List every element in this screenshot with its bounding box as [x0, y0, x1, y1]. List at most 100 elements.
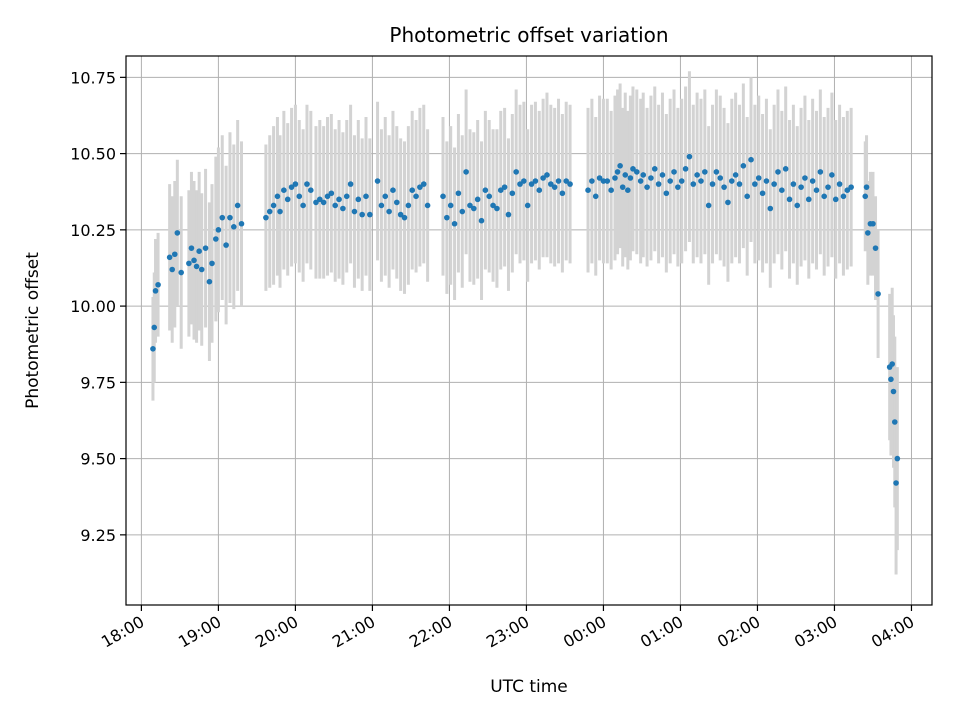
data-point [209, 260, 215, 267]
data-point [832, 196, 839, 203]
data-point [238, 220, 245, 227]
data-point [612, 175, 618, 181]
data-point [234, 202, 241, 209]
data-point [513, 169, 519, 175]
data-point [390, 187, 396, 193]
data-point [840, 193, 847, 200]
data-point [152, 288, 159, 294]
data-point [367, 211, 373, 218]
data-point [497, 187, 504, 193]
data-point [682, 166, 689, 172]
data-point [266, 208, 273, 215]
data-point [659, 172, 666, 178]
data-point [351, 208, 358, 215]
data-point [671, 169, 677, 175]
data-point [627, 175, 634, 181]
data-point [343, 193, 350, 200]
plot-frame [125, 55, 933, 606]
data-point [752, 181, 758, 187]
data-point [424, 202, 431, 209]
data-point [467, 202, 473, 209]
data-point [359, 211, 365, 218]
data-point [474, 196, 481, 203]
data-point [202, 245, 209, 251]
data-point [709, 181, 716, 187]
data-point [893, 480, 899, 486]
data-point [759, 190, 766, 197]
data-point [690, 181, 697, 187]
data-point [191, 257, 197, 264]
data-point [725, 199, 731, 206]
data-point [532, 178, 539, 184]
data-point [313, 199, 319, 206]
data-point [340, 205, 346, 212]
data-point [292, 181, 299, 187]
data-point [478, 217, 485, 224]
data-point [888, 376, 894, 383]
data-point [836, 181, 843, 187]
data-point [644, 184, 650, 190]
data-point [748, 156, 754, 163]
x-tick-label: 02:00 [714, 612, 763, 652]
data-point [848, 184, 854, 190]
x-tick-label: 21:00 [329, 612, 378, 652]
data-point [802, 175, 808, 181]
data-point [494, 205, 500, 212]
y-tick-label: 10.50 [70, 145, 116, 164]
data-point [347, 181, 354, 187]
data-point [471, 205, 477, 212]
data-point [355, 196, 362, 203]
data-point [622, 172, 629, 178]
data-point [763, 178, 770, 184]
data-point [870, 220, 876, 227]
data-point [736, 181, 743, 187]
data-point [890, 388, 897, 395]
data-point [608, 187, 614, 193]
data-point [459, 208, 466, 215]
data-point [150, 346, 156, 352]
x-tick-label: 22:00 [406, 612, 455, 652]
data-point [585, 187, 591, 193]
data-point [694, 172, 700, 178]
data-point [174, 230, 181, 236]
data-point [281, 187, 287, 193]
data-point [619, 184, 626, 190]
x-tick-label: 00:00 [560, 612, 609, 652]
data-point [775, 169, 781, 175]
y-tick-label: 9.25 [80, 526, 116, 545]
data-point [809, 178, 816, 184]
data-point [617, 163, 623, 169]
data-point [559, 190, 566, 197]
data-point [378, 202, 385, 209]
data-point [394, 199, 400, 206]
data-point [213, 236, 219, 242]
data-point [600, 178, 607, 184]
data-point [169, 266, 176, 273]
data-point [490, 202, 496, 209]
data-point [786, 196, 793, 203]
data-point [521, 178, 527, 184]
data-point [270, 202, 277, 209]
data-point [844, 187, 851, 193]
data-point [782, 166, 789, 172]
data-point [198, 266, 205, 273]
data-point [634, 169, 640, 175]
data-point [862, 193, 869, 200]
data-point [889, 361, 896, 367]
data-point [563, 178, 570, 184]
data-point [263, 214, 269, 221]
data-point [667, 178, 673, 184]
data-point [655, 181, 662, 187]
data-point [567, 181, 573, 187]
data-point [328, 190, 335, 197]
data-point [891, 419, 898, 425]
data-point [821, 193, 827, 200]
x-tick-label: 19:00 [175, 612, 224, 652]
data-point [413, 193, 419, 200]
data-point [648, 175, 654, 181]
x-tick-label: 20:00 [252, 612, 301, 652]
data-point [386, 208, 392, 215]
data-point [651, 166, 658, 172]
data-point [405, 202, 412, 209]
